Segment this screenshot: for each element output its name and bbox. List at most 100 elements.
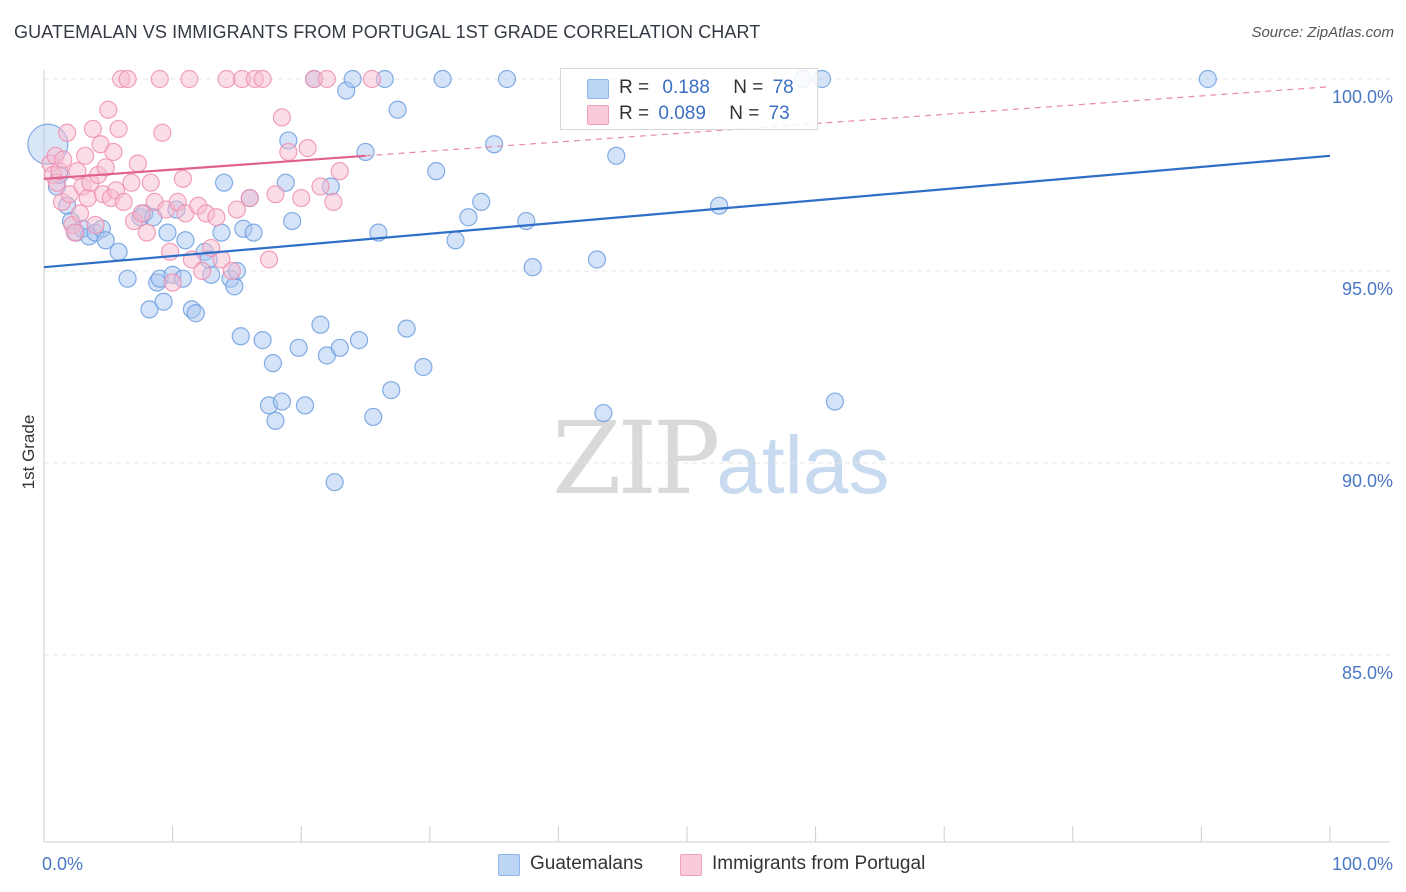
point-guatemalans	[349, 331, 369, 350]
point-portugal	[362, 69, 382, 89]
point-portugal	[222, 261, 241, 281]
point-guatemalans	[343, 69, 362, 89]
legend-n-label: N =	[729, 103, 760, 124]
point-portugal	[109, 119, 128, 139]
point-portugal	[217, 69, 236, 89]
point-guatemalans	[311, 315, 330, 334]
y-tick-label: 90.0%	[1342, 471, 1393, 491]
point-guatemalans	[523, 258, 542, 277]
point-portugal	[292, 188, 311, 208]
legend-n-value: 78	[772, 77, 794, 98]
point-portugal	[317, 69, 337, 89]
point-portugal	[180, 69, 199, 89]
point-guatemalans	[427, 162, 446, 181]
point-portugal	[118, 69, 137, 89]
point-portugal	[114, 192, 133, 211]
watermark-atlas: atlas	[716, 420, 890, 511]
watermark: ZIPatlas	[552, 400, 890, 517]
legend-label-guatemalans: Guatemalans	[530, 853, 644, 874]
point-portugal	[137, 223, 156, 242]
point-portugal	[311, 177, 330, 196]
trendline-guatemalans	[43, 154, 1331, 269]
chart-title: GUATEMALAN VS IMMIGRANTS FROM PORTUGAL 1…	[14, 22, 761, 42]
trendline-portugal-extension	[365, 86, 1331, 157]
y-tick-label: 100.0%	[1332, 87, 1393, 107]
point-portugal	[96, 158, 115, 177]
point-portugal	[65, 223, 84, 242]
point-guatemalans	[517, 211, 536, 231]
point-portugal	[207, 208, 226, 227]
point-guatemalans	[295, 396, 315, 415]
point-guatemalans	[109, 242, 128, 261]
point-guatemalans	[214, 173, 234, 192]
point-guatemalans	[587, 250, 607, 269]
point-portugal	[266, 185, 285, 204]
point-portugal	[104, 142, 123, 162]
point-portugal	[153, 123, 172, 142]
point-guatemalans	[225, 277, 244, 296]
point-guatemalans	[459, 208, 478, 227]
point-guatemalans	[212, 223, 231, 242]
point-portugal	[86, 215, 105, 235]
point-portugal	[141, 173, 160, 192]
point-portugal	[78, 188, 97, 208]
point-portugal	[227, 200, 246, 219]
point-guatemalans	[594, 403, 613, 423]
legend-r-value: 0.089	[658, 103, 706, 124]
point-portugal	[99, 100, 118, 119]
point-guatemalans	[272, 392, 292, 411]
point-guatemalans	[266, 411, 285, 430]
legend-swatch-portugal	[587, 105, 609, 125]
point-guatemalans	[825, 392, 844, 411]
legend-label-portugal: Immigrants from Portugal	[712, 853, 926, 874]
watermark-zip: ZIP	[552, 400, 720, 517]
legend-swatch-guatemalans	[498, 854, 520, 876]
point-guatemalans	[446, 231, 465, 250]
point-guatemalans	[158, 223, 177, 242]
point-portugal	[330, 162, 349, 181]
legend-r-label: R =	[619, 103, 650, 124]
point-guatemalans	[433, 69, 452, 89]
point-guatemalans	[253, 331, 272, 350]
y-tick-label: 85.0%	[1342, 663, 1393, 683]
point-guatemalans	[289, 338, 308, 357]
point-guatemalans	[118, 269, 137, 288]
point-guatemalans	[364, 407, 383, 427]
point-portugal	[272, 108, 292, 127]
point-guatemalans	[283, 211, 302, 231]
point-portugal	[279, 142, 298, 162]
point-portugal	[193, 261, 212, 281]
point-guatemalans	[485, 135, 504, 154]
point-portugal	[128, 154, 147, 173]
point-portugal	[54, 150, 73, 169]
point-guatemalans	[244, 223, 263, 242]
legend-swatch-guatemalans	[587, 79, 609, 99]
point-guatemalans	[140, 300, 159, 319]
point-guatemalans	[154, 292, 173, 311]
point-guatemalans	[231, 327, 250, 346]
legend-n-value: 73	[768, 103, 790, 124]
point-guatemalans	[176, 231, 195, 250]
point-portugal	[58, 123, 77, 142]
point-guatemalans	[325, 473, 344, 492]
point-guatemalans	[382, 380, 401, 400]
point-portugal	[259, 250, 279, 269]
point-portugal	[122, 173, 141, 192]
x-tick-label: 100.0%	[1332, 854, 1393, 874]
point-portugal	[253, 69, 272, 89]
point-portugal	[298, 139, 317, 158]
point-guatemalans	[414, 357, 433, 377]
point-guatemalans	[276, 173, 295, 192]
point-guatemalans	[388, 100, 407, 119]
legend-swatch-portugal	[680, 854, 702, 876]
point-portugal	[163, 273, 182, 292]
point-portugal	[132, 204, 151, 223]
stats-legend: R = 0.188 N = 78 R = 0.089 N = 73	[560, 68, 818, 130]
trendline-portugal	[43, 154, 366, 180]
legend-n-label: N =	[733, 77, 764, 98]
point-portugal	[173, 169, 192, 188]
y-tick-label: 95.0%	[1342, 279, 1393, 299]
point-guatemalans	[356, 142, 375, 162]
legend-r-label: R =	[619, 77, 650, 98]
